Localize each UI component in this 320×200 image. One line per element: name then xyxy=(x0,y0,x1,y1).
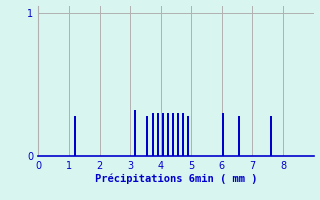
Bar xyxy=(157,113,159,156)
Bar xyxy=(182,113,184,156)
Bar xyxy=(238,116,240,156)
Bar xyxy=(222,113,224,156)
Bar xyxy=(152,113,154,156)
Bar xyxy=(74,116,76,156)
Bar xyxy=(172,113,174,156)
Bar xyxy=(162,113,164,156)
Bar xyxy=(177,113,179,156)
Bar xyxy=(134,110,136,156)
Bar xyxy=(270,116,272,156)
Bar xyxy=(187,116,188,156)
X-axis label: Précipitations 6min ( mm ): Précipitations 6min ( mm ) xyxy=(95,174,257,184)
Bar xyxy=(146,116,148,156)
Bar xyxy=(167,113,169,156)
